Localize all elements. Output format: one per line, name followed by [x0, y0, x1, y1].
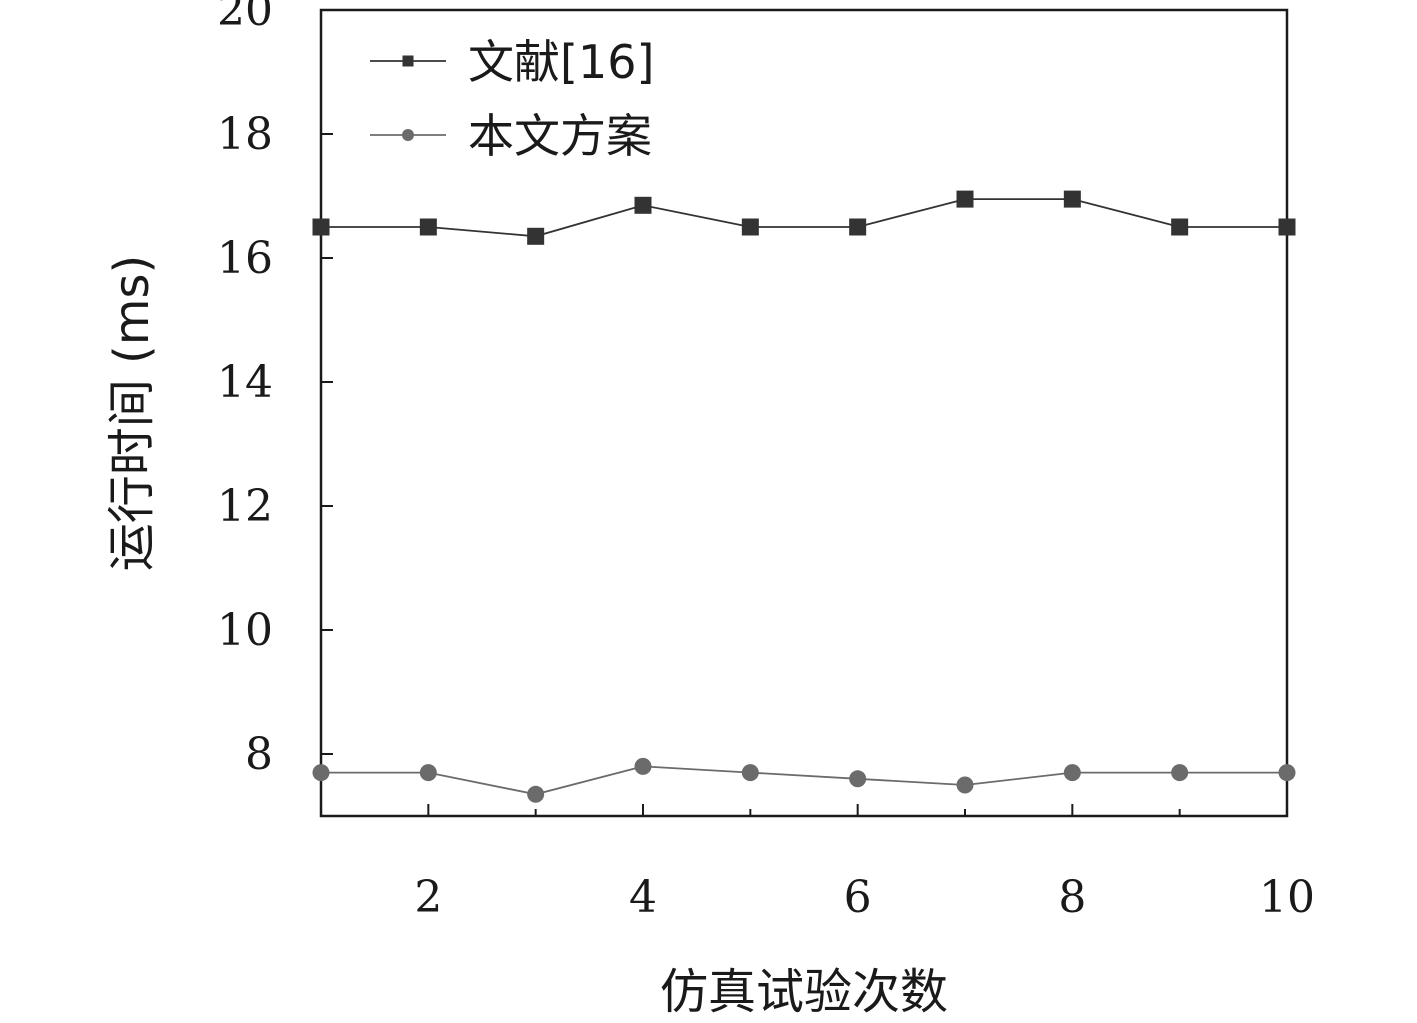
legend-label: 本文方案 — [468, 109, 652, 163]
series-1 — [312, 757, 1296, 803]
data-point — [312, 764, 330, 782]
series-line — [321, 198, 1287, 238]
data-point — [741, 218, 759, 236]
x-tick-label: 10 — [1259, 872, 1315, 923]
data-point — [634, 757, 652, 775]
series-layer — [312, 190, 1296, 803]
legend-label: 文献[16] — [468, 35, 654, 89]
data-point — [741, 764, 759, 782]
axis-ticks: 8 10 12 14 16 18 20 2 4 6 8 10 — [217, 0, 1315, 923]
legend-marker — [402, 129, 414, 141]
x-tick-label: 6 — [844, 872, 872, 923]
data-point — [956, 190, 974, 208]
x-tick-label: 8 — [1058, 872, 1086, 923]
data-point — [1278, 764, 1296, 782]
data-point — [1171, 218, 1189, 236]
data-point — [527, 227, 545, 245]
legend-marker — [402, 55, 414, 67]
y-tick-label: 16 — [217, 233, 273, 284]
data-point — [1171, 764, 1189, 782]
series-line — [321, 765, 1287, 796]
y-tick-label: 18 — [217, 109, 273, 160]
data-point — [1063, 764, 1081, 782]
data-point — [527, 785, 545, 803]
plot-frame — [319, 8, 1289, 818]
series-0 — [312, 190, 1296, 245]
x-tick-label: 4 — [629, 872, 657, 923]
y-tick-label: 8 — [245, 729, 273, 780]
y-tick-label: 20 — [217, 0, 273, 36]
plot-area — [319, 8, 1289, 818]
data-point — [956, 776, 974, 794]
data-point — [312, 218, 330, 236]
data-point — [1063, 190, 1081, 208]
data-point — [849, 770, 867, 788]
data-point — [634, 196, 652, 214]
data-point — [419, 764, 437, 782]
data-point — [849, 218, 867, 236]
y-tick-label: 12 — [217, 481, 273, 532]
y-axis-title: 运行时间 (ms) — [104, 255, 160, 571]
y-tick-label: 14 — [217, 357, 273, 408]
x-tick-label: 2 — [414, 872, 442, 923]
x-axis-title: 仿真试验次数 — [660, 964, 948, 1020]
y-tick-label: 10 — [217, 605, 273, 656]
data-point — [1278, 218, 1296, 236]
legend: 文献[16] 本文方案 — [370, 35, 654, 163]
data-point — [419, 218, 437, 236]
